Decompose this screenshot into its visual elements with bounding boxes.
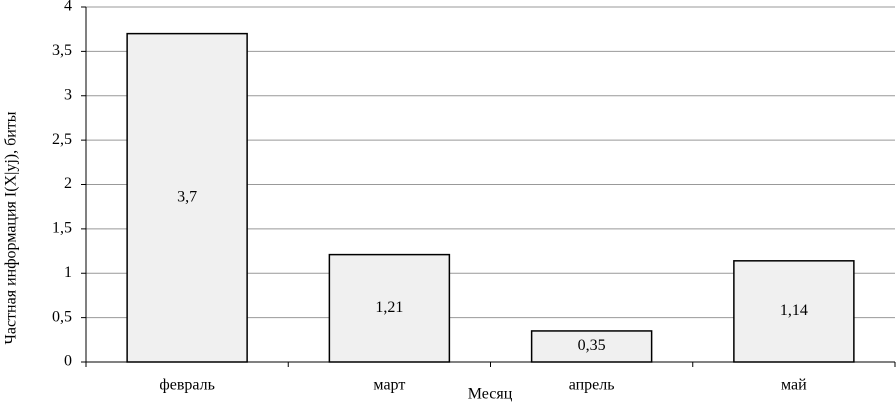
bar xyxy=(126,32,248,363)
bar xyxy=(328,253,451,363)
y-tick-label: 3,5 xyxy=(52,42,72,59)
bar xyxy=(530,330,653,363)
x-axis-label: Месяц xyxy=(468,386,513,403)
y-tick-label: 2 xyxy=(64,175,72,192)
y-tick-label: 0 xyxy=(64,353,72,370)
x-tick-label: май xyxy=(781,377,807,394)
y-tick-label: 2,5 xyxy=(52,131,72,148)
value-label: 0,35 xyxy=(578,337,606,354)
y-tick-label: 1 xyxy=(64,264,72,281)
y-tick-label: 3 xyxy=(64,86,72,103)
x-tick-label: март xyxy=(373,377,405,394)
value-label: 1,14 xyxy=(780,302,808,319)
x-tick-label: февраль xyxy=(159,377,215,394)
y-tick-label: 0,5 xyxy=(52,308,72,325)
y-tick-label: 4 xyxy=(64,0,72,15)
x-tick-label: апрель xyxy=(569,377,615,394)
y-tick-label: 1,5 xyxy=(52,220,72,237)
y-axis-label: Частная информация I(X|yj), биты xyxy=(3,111,20,344)
value-label: 3,7 xyxy=(177,188,197,205)
value-label: 1,21 xyxy=(375,299,403,316)
bar xyxy=(733,260,855,363)
